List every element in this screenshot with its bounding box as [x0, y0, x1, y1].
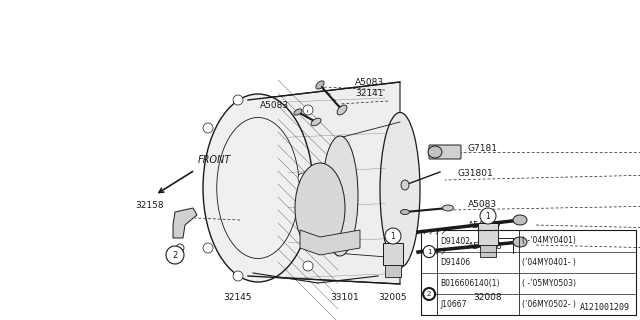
Bar [478, 223, 498, 245]
Bar [421, 230, 636, 315]
Circle shape [233, 271, 243, 281]
Bar [385, 265, 401, 277]
Ellipse shape [294, 109, 302, 115]
Circle shape [303, 105, 313, 115]
Text: A5083: A5083 [355, 77, 384, 86]
Text: B016606140(1): B016606140(1) [440, 279, 500, 288]
Ellipse shape [380, 113, 420, 268]
Text: 1: 1 [427, 249, 431, 255]
Text: ( -’04MY0401): ( -’04MY0401) [522, 236, 576, 245]
Circle shape [298, 193, 308, 203]
Ellipse shape [295, 163, 345, 253]
Text: FRONT: FRONT [198, 155, 231, 165]
Text: 1: 1 [390, 231, 396, 241]
Ellipse shape [513, 215, 527, 225]
Ellipse shape [401, 180, 409, 190]
Text: G7181: G7181 [468, 143, 498, 153]
Circle shape [298, 173, 308, 183]
Text: A50828: A50828 [468, 242, 503, 251]
Ellipse shape [442, 205, 454, 211]
Circle shape [423, 288, 435, 300]
Circle shape [480, 208, 496, 224]
Text: 32005: 32005 [378, 293, 406, 302]
Text: D91406: D91406 [440, 258, 470, 267]
Ellipse shape [311, 118, 321, 126]
Bar [480, 245, 496, 257]
Text: A5083: A5083 [260, 100, 289, 109]
Text: ( -’05MY0503): ( -’05MY0503) [522, 279, 576, 288]
Text: 2: 2 [172, 251, 178, 260]
Circle shape [203, 243, 213, 253]
Circle shape [166, 246, 184, 264]
Polygon shape [300, 230, 360, 255]
Ellipse shape [513, 237, 527, 247]
Text: G31801: G31801 [458, 169, 493, 178]
Circle shape [385, 228, 401, 244]
Circle shape [233, 95, 243, 105]
Polygon shape [248, 82, 400, 284]
Circle shape [303, 261, 313, 271]
Polygon shape [173, 208, 197, 238]
Text: 2: 2 [427, 291, 431, 297]
Circle shape [203, 123, 213, 133]
Text: 32158: 32158 [135, 201, 164, 210]
Text: A121001209: A121001209 [580, 303, 630, 312]
Text: D91402: D91402 [440, 236, 470, 245]
Ellipse shape [316, 81, 324, 89]
Circle shape [423, 246, 435, 258]
Ellipse shape [322, 136, 358, 256]
Ellipse shape [203, 94, 313, 282]
Ellipse shape [176, 244, 184, 252]
Text: 32141: 32141 [355, 89, 383, 98]
Text: (’06MY0502- ): (’06MY0502- ) [522, 300, 576, 309]
Text: 32008: 32008 [473, 293, 502, 302]
Text: (’04MY0401- ): (’04MY0401- ) [522, 258, 576, 267]
FancyBboxPatch shape [429, 145, 461, 159]
Text: 1: 1 [486, 212, 490, 220]
Bar [383, 243, 403, 265]
Text: 32145: 32145 [223, 293, 252, 302]
Ellipse shape [428, 146, 442, 158]
Text: A5083: A5083 [468, 199, 497, 209]
Text: A50827: A50827 [468, 220, 503, 229]
Text: 33101: 33101 [330, 293, 359, 302]
Ellipse shape [337, 105, 347, 115]
Text: J10667: J10667 [440, 300, 467, 309]
Ellipse shape [401, 210, 410, 214]
